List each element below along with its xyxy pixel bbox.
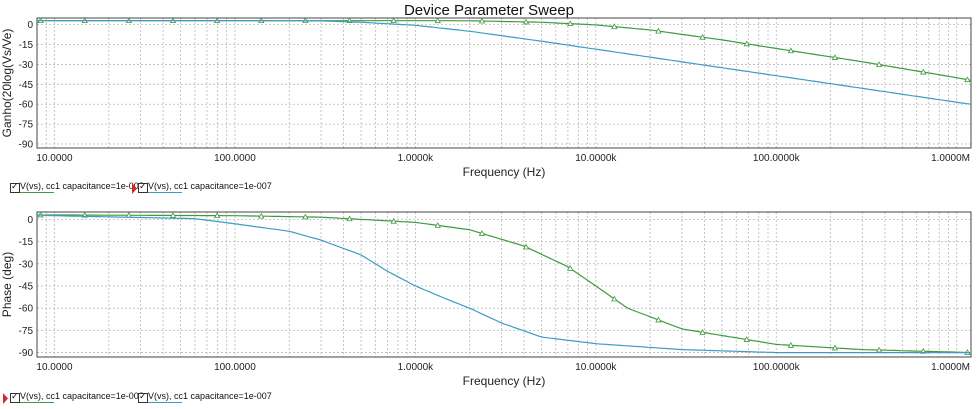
x-axis-label: Frequency (Hz) (463, 374, 546, 388)
legend-swatch (148, 402, 182, 403)
y-tick-label: -75 (19, 326, 34, 337)
y-tick-label: -45 (19, 281, 34, 292)
x-tick-label: 100.0000 (214, 362, 256, 373)
x-tick-label: 10.0000 (36, 362, 73, 373)
y-tick-label: -15 (19, 237, 34, 248)
x-tick-label: 10.0000 (36, 153, 73, 164)
series-marker (213, 212, 221, 219)
legend-label: V(vs), cc1 capacitance=1e-007 (148, 391, 272, 401)
series-marker (655, 316, 662, 323)
y-tick-label: -15 (19, 40, 34, 51)
series-marker (169, 212, 177, 218)
series-marker (522, 243, 530, 250)
y-tick-label: -60 (19, 100, 34, 111)
y-tick-label: 0 (27, 20, 33, 31)
series-line-1 (37, 214, 972, 354)
series-marker (875, 61, 883, 68)
series-marker (787, 341, 795, 348)
legend-checkbox[interactable] (138, 391, 148, 403)
legend-label: V(vs), cc1 capacitance=1e-008 (20, 181, 144, 191)
series-marker (699, 33, 706, 40)
x-tick-label: 10.0000k (575, 153, 617, 164)
selected-marker-icon (3, 393, 8, 404)
series-marker (478, 230, 486, 236)
series-marker (478, 17, 486, 24)
series-marker (302, 213, 309, 220)
x-tick-label: 100.0000k (753, 153, 801, 164)
series-marker (787, 47, 795, 54)
legend-label: V(vs), cc1 capacitance=1e-008 (20, 391, 144, 401)
series-marker (567, 265, 574, 271)
x-tick-label: 10.0000k (575, 362, 617, 373)
series-marker (831, 344, 839, 351)
series-marker (743, 40, 750, 47)
y-tick-label: -60 (19, 304, 34, 315)
x-tick-label: 1.0000k (398, 362, 435, 373)
series-marker (743, 336, 750, 342)
y-tick-label: -90 (19, 348, 34, 359)
y-tick-label: -45 (19, 80, 34, 91)
series-marker (522, 18, 530, 25)
series-marker (434, 17, 441, 24)
chart-title: Device Parameter Sweep (403, 2, 575, 19)
legend-checkbox[interactable] (10, 181, 20, 193)
series-marker (390, 17, 397, 24)
legend-top-item-2[interactable]: V(vs), cc1 capacitance=1e-007 (132, 181, 272, 197)
series-marker (390, 217, 397, 224)
selected-marker-icon (132, 183, 137, 194)
legend-label: V(vs), cc1 capacitance=1e-007 (148, 181, 272, 191)
series-marker (611, 23, 618, 30)
series-marker (346, 215, 353, 222)
series-marker (611, 295, 618, 302)
y-axis-label: Phase (deg) (0, 252, 14, 317)
x-tick-label: 1.0000M (931, 153, 970, 164)
y-tick-label: 0 (27, 215, 33, 226)
series-marker (434, 222, 441, 228)
series-marker (964, 76, 971, 83)
series-marker (920, 68, 927, 75)
series-marker (567, 20, 574, 27)
legend-swatch (20, 402, 54, 403)
legend-checkbox[interactable] (138, 181, 148, 193)
plot-frame (36, 17, 972, 149)
x-tick-label: 1.0000k (398, 153, 435, 164)
series-marker (655, 27, 662, 34)
legend-bottom-item-1[interactable]: V(vs), cc1 capacitance=1e-008 (3, 391, 144, 407)
y-tick-label: -75 (19, 120, 34, 131)
legend-bottom-item-2[interactable]: V(vs), cc1 capacitance=1e-007 (138, 391, 272, 407)
legend-top-item-1[interactable]: V(vs), cc1 capacitance=1e-008 (10, 181, 144, 197)
x-tick-label: 1.0000M (931, 362, 970, 373)
x-tick-label: 100.0000k (753, 362, 801, 373)
x-axis-label: Frequency (Hz) (463, 165, 546, 179)
plot-frame (36, 211, 972, 358)
x-tick-label: 100.0000 (214, 153, 256, 164)
series-marker (258, 212, 265, 219)
legend-checkbox[interactable] (10, 391, 20, 403)
series-line-2 (36, 214, 971, 354)
y-tick-label: -30 (19, 259, 34, 270)
series-marker (831, 54, 839, 60)
series-marker (699, 328, 706, 335)
legend-swatch (148, 192, 182, 193)
y-axis-label: Ganho(20log(Vs/Ve) (0, 29, 14, 138)
y-tick-label: -30 (19, 60, 34, 71)
y-tick-label: -90 (19, 140, 34, 151)
legend-swatch (20, 192, 54, 193)
series-line-2 (37, 20, 972, 105)
